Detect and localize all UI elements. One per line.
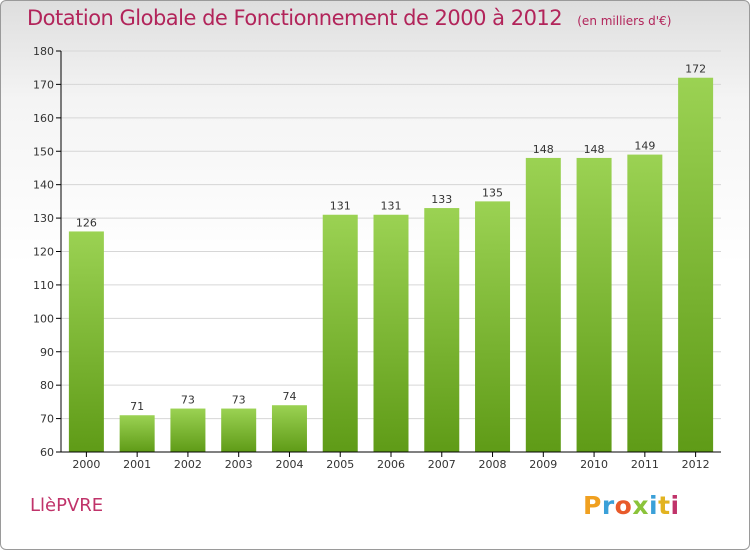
bar-2004	[271, 405, 307, 452]
bar-2006	[373, 214, 409, 452]
value-label: 73	[232, 394, 246, 407]
y-tick-label: 180	[33, 45, 54, 58]
value-label: 172	[685, 63, 706, 76]
logo-letter: i	[670, 491, 680, 520]
y-tick-label: 90	[40, 346, 54, 359]
logo-letter: x	[632, 491, 649, 520]
x-tick-label: 2001	[123, 458, 151, 471]
bar-2008	[475, 201, 511, 452]
y-tick-label: 110	[33, 279, 54, 292]
x-tick-label: 2000	[72, 458, 100, 471]
x-tick-label: 2010	[580, 458, 608, 471]
value-label: 148	[533, 143, 554, 156]
bar-2010	[576, 157, 612, 452]
labels: 60 70 80 90 100 110 120 130 140 150 160 170 180 126 20…	[33, 45, 710, 471]
bar-2011	[627, 154, 663, 452]
x-tick-label: 2012	[682, 458, 710, 471]
logo-letter: P	[583, 491, 602, 520]
chart-subtitle: (en milliers d'€)	[577, 14, 672, 28]
chart-title: Dotation Globale de Fonctionnement de 20…	[27, 6, 563, 30]
bar-2000	[68, 231, 104, 452]
commune-name: LlèPVRE	[30, 495, 104, 516]
x-tick-label: 2007	[428, 458, 456, 471]
value-label: 149	[634, 140, 655, 153]
y-tick-label: 160	[33, 112, 54, 125]
x-tick-label: 2011	[631, 458, 659, 471]
bars	[68, 77, 714, 452]
logo-letter: t	[658, 491, 671, 520]
y-tick-label: 120	[33, 246, 54, 259]
value-label: 126	[76, 216, 97, 229]
y-tick-label: 60	[40, 446, 54, 459]
x-tick-label: 2003	[225, 458, 253, 471]
y-tick-label: 80	[40, 379, 54, 392]
proxiti-logo[interactable]: Proxiti	[583, 491, 680, 520]
bar-2009	[525, 157, 561, 452]
logo-letter: o	[614, 491, 633, 520]
bar-2001	[119, 415, 155, 452]
value-label: 73	[181, 394, 195, 407]
y-tick-label: 170	[33, 78, 54, 91]
bar-2003	[221, 408, 257, 452]
bar-2005	[322, 214, 358, 452]
x-tick-label: 2008	[479, 458, 507, 471]
x-tick-label: 2002	[174, 458, 202, 471]
x-tick-label: 2004	[275, 458, 303, 471]
title-row: Dotation Globale de Fonctionnement de 20…	[27, 6, 671, 30]
y-tick-label: 130	[33, 212, 54, 225]
y-tick-label: 140	[33, 179, 54, 192]
value-label: 148	[584, 143, 605, 156]
x-tick-label: 2005	[326, 458, 354, 471]
y-tick-label: 100	[33, 312, 54, 325]
bar-2002	[170, 408, 206, 452]
x-tick-label: 2009	[529, 458, 557, 471]
value-label: 131	[330, 200, 351, 213]
value-label: 74	[282, 390, 296, 403]
bar-2007	[424, 208, 460, 452]
value-label: 131	[381, 200, 402, 213]
value-label: 133	[431, 193, 452, 206]
y-tick-label: 150	[33, 145, 54, 158]
bar-2012	[678, 77, 714, 452]
logo-letter: i	[649, 491, 659, 520]
value-label: 71	[130, 400, 144, 413]
logo-letter: r	[601, 491, 615, 520]
y-tick-label: 70	[40, 413, 54, 426]
value-label: 135	[482, 186, 503, 199]
axes	[56, 50, 721, 457]
x-tick-label: 2006	[377, 458, 405, 471]
